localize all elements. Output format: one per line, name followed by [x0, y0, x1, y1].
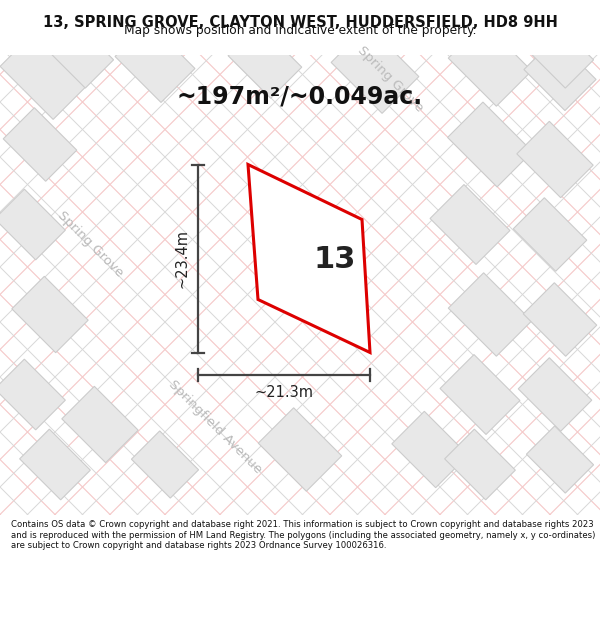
Polygon shape — [440, 354, 520, 434]
Text: 13, SPRING GROVE, CLAYTON WEST, HUDDERSFIELD, HD8 9HH: 13, SPRING GROVE, CLAYTON WEST, HUDDERSF… — [43, 14, 557, 29]
Polygon shape — [523, 282, 597, 356]
Polygon shape — [430, 184, 510, 264]
Text: Springfield Avenue: Springfield Avenue — [166, 378, 264, 476]
Polygon shape — [331, 26, 419, 113]
Text: Map shows position and indicative extent of the property.: Map shows position and indicative extent… — [124, 24, 476, 38]
Polygon shape — [445, 429, 515, 500]
Polygon shape — [513, 198, 587, 271]
Polygon shape — [12, 276, 88, 352]
Polygon shape — [518, 357, 592, 431]
Polygon shape — [0, 359, 65, 430]
Text: ~197m²/~0.049ac.: ~197m²/~0.049ac. — [177, 84, 423, 109]
Text: Contains OS data © Crown copyright and database right 2021. This information is : Contains OS data © Crown copyright and d… — [11, 520, 595, 550]
Polygon shape — [258, 408, 342, 491]
Polygon shape — [448, 102, 532, 187]
Polygon shape — [392, 411, 468, 488]
Polygon shape — [131, 431, 199, 498]
Text: Spring Grove: Spring Grove — [355, 44, 425, 115]
Polygon shape — [20, 429, 91, 500]
Polygon shape — [0, 29, 90, 119]
Polygon shape — [3, 107, 77, 181]
Text: ~23.4m: ~23.4m — [175, 229, 190, 288]
Text: Spring Grove: Spring Grove — [55, 209, 125, 280]
Polygon shape — [517, 121, 593, 198]
Polygon shape — [248, 164, 370, 352]
Polygon shape — [526, 426, 593, 493]
Polygon shape — [115, 22, 195, 102]
Polygon shape — [448, 22, 532, 106]
Text: 13: 13 — [314, 245, 356, 274]
Polygon shape — [62, 386, 138, 462]
Text: ~21.3m: ~21.3m — [254, 385, 314, 400]
Polygon shape — [46, 21, 113, 88]
Polygon shape — [524, 39, 596, 111]
Polygon shape — [0, 189, 65, 260]
Polygon shape — [228, 25, 302, 98]
Polygon shape — [448, 272, 532, 356]
Polygon shape — [526, 21, 593, 88]
